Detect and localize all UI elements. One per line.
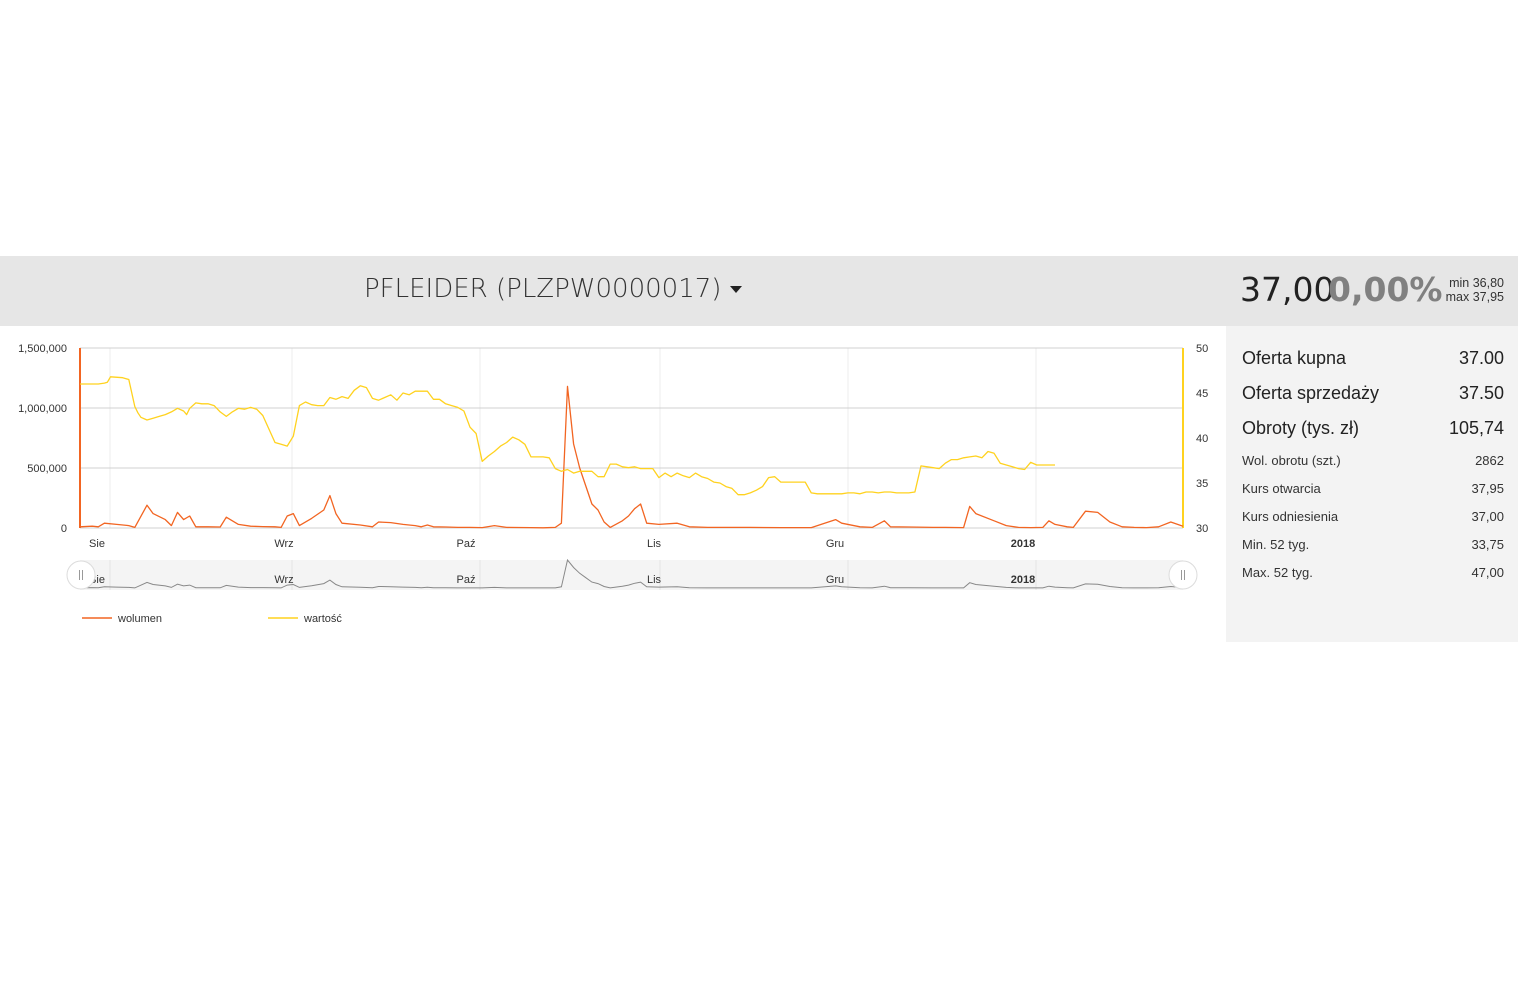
- navigator-tick-label: 2018: [1011, 574, 1035, 586]
- min-max-box: min 36,80 max 37,95: [1446, 276, 1504, 304]
- price-change: 0,00%: [1328, 270, 1443, 309]
- y-right-tick-label: 35: [1196, 478, 1208, 490]
- detail-value: 47,00: [1471, 565, 1504, 580]
- series-line-value: [80, 376, 1055, 496]
- x-tick-label: Gru: [826, 538, 844, 550]
- detail-label: Oferta kupna: [1242, 348, 1347, 368]
- detail-label: Oferta sprzedaży: [1242, 383, 1380, 403]
- detail-label: Kurs otwarcia: [1242, 481, 1321, 496]
- x-tick-label: Lis: [647, 538, 662, 550]
- detail-row-min52: Min. 52 tyg. 33,75: [1242, 537, 1504, 552]
- navigator-line: [79, 558, 1184, 589]
- y-left-tick-label: 500,000: [27, 463, 67, 475]
- navigator-background: [80, 560, 1183, 590]
- y-left-tick-label: 1,500,000: [18, 343, 67, 355]
- detail-row-ask: Oferta sprzedaży 37.50: [1242, 383, 1504, 404]
- navigator-handle-left[interactable]: [66, 560, 96, 590]
- quote-details-panel: Oferta kupna 37.00 Oferta sprzedaży 37.5…: [1226, 326, 1518, 642]
- y-right-tick-label: 40: [1196, 433, 1208, 445]
- detail-label: Obroty (tys. zł): [1242, 418, 1360, 438]
- detail-row-max52: Max. 52 tyg. 47,00: [1242, 565, 1504, 580]
- legend-item-label: wolumen: [117, 613, 162, 625]
- y-left-tick-label: 0: [61, 523, 67, 535]
- legend-item-label: wartość: [303, 613, 342, 625]
- instrument-selector[interactable]: PFLEIDER (PLZPW0000017): [364, 274, 743, 304]
- x-tick-label: Wrz: [274, 538, 293, 550]
- day-min: min 36,80: [1449, 276, 1504, 290]
- navigator-tick-label: Wrz: [274, 574, 293, 586]
- detail-value: 105,74: [1448, 418, 1504, 438]
- series-line-volume: [79, 385, 1184, 529]
- navigator-tick-label: Paź: [457, 574, 476, 586]
- detail-label: Max. 52 tyg.: [1242, 565, 1313, 580]
- navigator-handle-right[interactable]: [1168, 560, 1198, 590]
- detail-value: 33,75: [1471, 537, 1504, 552]
- detail-row-turnover: Obroty (tys. zł) 105,74: [1242, 418, 1504, 439]
- detail-value: 37,00: [1471, 509, 1504, 524]
- detail-row-reference: Kurs odniesienia 37,00: [1242, 509, 1504, 524]
- caret-down-icon: [730, 285, 743, 293]
- day-max: max 37,95: [1445, 290, 1504, 304]
- last-price: 37,00: [1240, 270, 1335, 309]
- detail-value: 37,95: [1471, 481, 1504, 496]
- y-right-tick-label: 50: [1196, 343, 1208, 355]
- detail-label: Min. 52 tyg.: [1242, 537, 1310, 552]
- detail-value: 37.50: [1458, 383, 1504, 403]
- chart-svg: 0 500,000 1,000,000 1,500,000 30 35 40 45 50 Sie W…: [18, 343, 1208, 625]
- quote-header: PFLEIDER (PLZPW0000017) 37,00 0,00% min …: [0, 256, 1518, 326]
- y-left-tick-label: 1,000,000: [18, 403, 67, 415]
- x-tick-label: Paź: [457, 538, 476, 550]
- detail-label: Kurs odniesienia: [1242, 509, 1339, 524]
- instrument-title: PFLEIDER (PLZPW0000017): [364, 274, 722, 304]
- y-right-tick-label: 45: [1196, 388, 1208, 400]
- price-volume-chart: 0 500,000 1,000,000 1,500,000 30 35 40 45 50 Sie W…: [0, 326, 1226, 642]
- y-right-tick-label: 30: [1196, 523, 1208, 535]
- navigator-tick-label: Lis: [647, 574, 662, 586]
- detail-row-bid: Oferta kupna 37.00: [1242, 348, 1504, 369]
- detail-row-open: Kurs otwarcia 37,95: [1242, 481, 1504, 496]
- detail-value: 2862: [1475, 453, 1504, 468]
- detail-value: 37.00: [1458, 348, 1504, 368]
- navigator-tick-label: Gru: [826, 574, 844, 586]
- x-tick-label: Sie: [89, 538, 105, 550]
- detail-row-volume: Wol. obrotu (szt.) 2862: [1242, 453, 1504, 468]
- detail-label: Wol. obrotu (szt.): [1242, 453, 1341, 468]
- x-tick-label: 2018: [1011, 538, 1035, 550]
